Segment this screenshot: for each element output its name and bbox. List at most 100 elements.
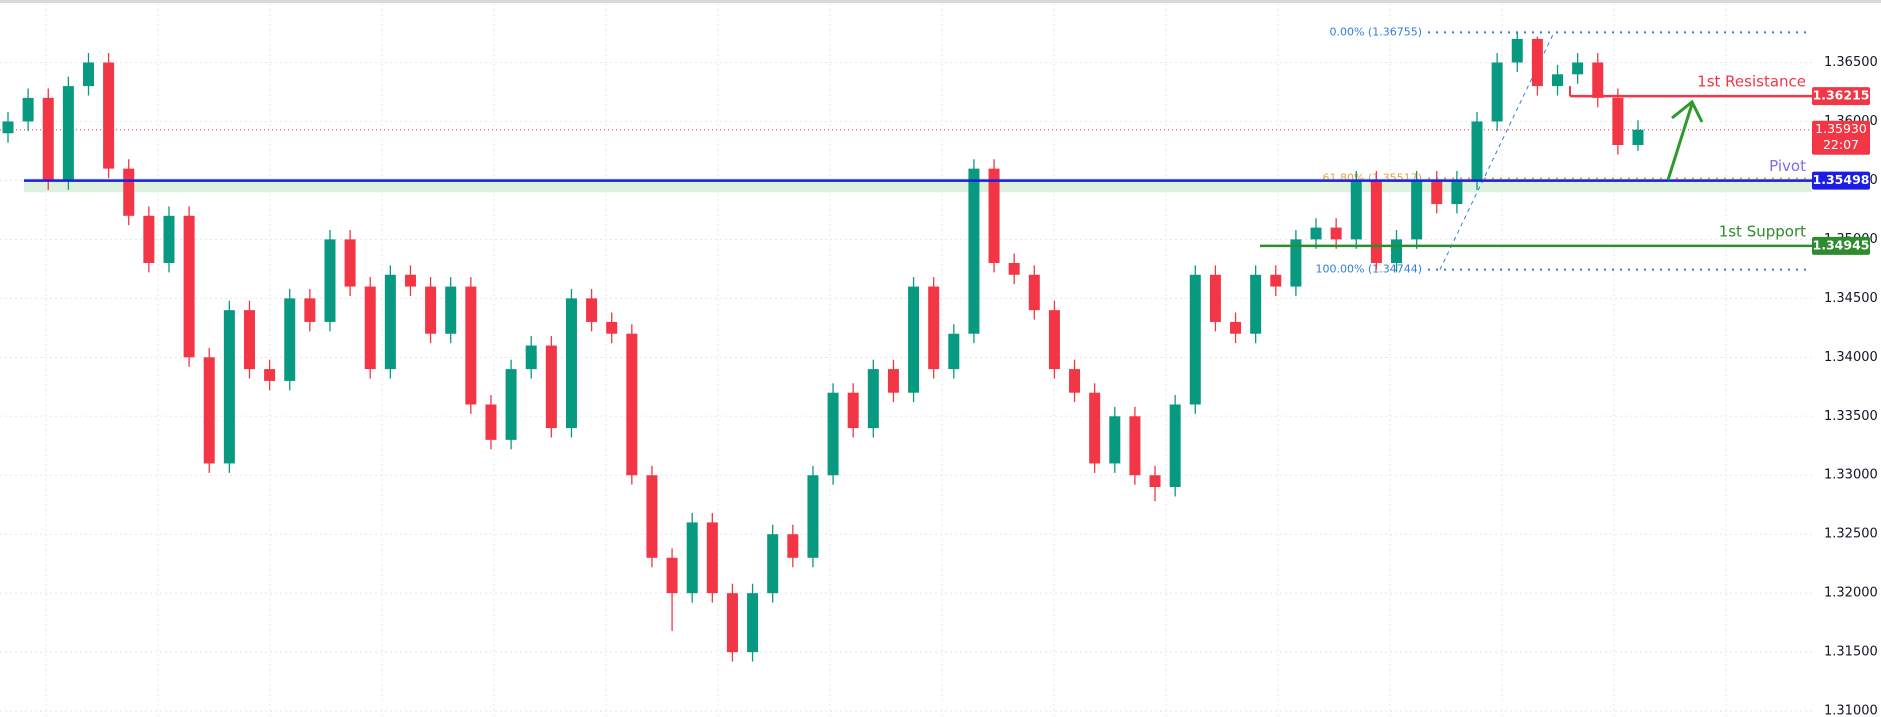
y-tick-label: 1.34500 xyxy=(1824,291,1878,306)
candle-body xyxy=(545,345,557,429)
candle-body xyxy=(1230,321,1242,334)
level-tag xyxy=(1812,171,1870,190)
candle-body xyxy=(1451,180,1463,205)
candle-body xyxy=(62,86,74,181)
y-tick-label: 1.31500 xyxy=(1824,645,1878,660)
candle-body xyxy=(42,97,54,181)
candle-body xyxy=(928,286,940,370)
candle-body xyxy=(606,321,618,334)
candle-body xyxy=(565,298,577,429)
candle-body xyxy=(1431,180,1443,205)
y-tick-label: 1.32000 xyxy=(1824,586,1878,601)
candle-body xyxy=(1109,416,1121,464)
candle-body xyxy=(505,369,517,440)
candle-body xyxy=(284,298,296,381)
candle-body xyxy=(1531,38,1543,87)
candle-body xyxy=(666,557,678,594)
candle-body xyxy=(103,62,115,169)
candle-body xyxy=(1350,180,1362,240)
y-tick-label: 1.36500 xyxy=(1824,55,1878,70)
candle-body xyxy=(525,345,537,370)
level-tag-label: 1.34945 xyxy=(1813,237,1870,252)
candle-body xyxy=(646,475,658,558)
candle-body xyxy=(264,369,276,381)
candle-body xyxy=(626,333,638,476)
candle-body xyxy=(364,286,376,370)
candle-body xyxy=(163,215,175,263)
candle-body xyxy=(767,534,779,594)
candle-body xyxy=(123,168,135,216)
candle-body xyxy=(847,392,859,429)
candle-body xyxy=(1491,62,1503,122)
candle-body xyxy=(203,357,215,464)
candle-body xyxy=(988,168,1000,263)
candle-body xyxy=(948,333,960,370)
candle-body xyxy=(2,121,14,134)
candle-body xyxy=(1069,369,1081,393)
candle-body xyxy=(827,392,839,476)
candle-body xyxy=(1008,262,1020,275)
candle-body xyxy=(1028,274,1040,311)
level-tag-label: 1.35498 xyxy=(1813,172,1870,187)
y-tick-label: 1.33500 xyxy=(1824,409,1878,424)
y-tick-label: 1.34000 xyxy=(1824,350,1878,365)
candle-body xyxy=(404,274,416,287)
candle-body xyxy=(867,369,879,429)
candle-body xyxy=(1511,38,1523,63)
top-border xyxy=(0,0,1881,3)
candle-body xyxy=(807,475,819,558)
price-countdown: 22:07 xyxy=(1823,137,1859,152)
candle-body xyxy=(1391,239,1403,263)
price-tag-label: 1.35930 xyxy=(1815,121,1867,136)
fib-label: 100.00% (1.34744) xyxy=(1315,263,1422,276)
candle-body xyxy=(887,369,899,393)
y-tick-label: 1.32500 xyxy=(1824,527,1878,542)
candle-body xyxy=(1290,239,1302,287)
candle-body xyxy=(143,215,155,263)
candle-body xyxy=(485,404,497,440)
candle-body xyxy=(1310,227,1322,240)
level-tag-label: 1.36215 xyxy=(1813,88,1870,103)
level-name: Pivot xyxy=(1769,157,1806,175)
level-name: 1st Support xyxy=(1719,222,1806,240)
level-tag xyxy=(1812,87,1870,106)
candle-body xyxy=(586,298,598,322)
candle-body xyxy=(726,593,738,653)
candle-body xyxy=(384,274,396,370)
candle-body xyxy=(908,286,920,393)
candle-body xyxy=(465,286,477,405)
candle-body xyxy=(304,298,316,322)
candle-body xyxy=(1189,274,1201,405)
candle-body xyxy=(1129,416,1141,476)
y-tick-label: 1.31000 xyxy=(1824,704,1878,717)
candle-body xyxy=(1572,62,1584,75)
candle-body xyxy=(1169,404,1181,488)
candle-body xyxy=(22,97,34,122)
candle-body xyxy=(445,286,457,334)
candle-body xyxy=(1471,121,1483,181)
y-tick-label: 1.33000 xyxy=(1824,468,1878,483)
fib-label: 0.00% (1.36755) xyxy=(1329,25,1422,38)
candle-body xyxy=(706,522,718,594)
candle-body xyxy=(1149,475,1161,488)
candle-body xyxy=(1270,274,1282,287)
candle-body xyxy=(1592,62,1604,98)
candle-body xyxy=(223,310,235,464)
arrow-shaft xyxy=(1666,103,1694,181)
level-name: 1st Resistance xyxy=(1697,73,1806,91)
candle-body xyxy=(1370,180,1382,263)
arrow-head xyxy=(1671,99,1704,123)
candle-body xyxy=(747,593,759,653)
candle-body xyxy=(1048,310,1060,370)
candle-body xyxy=(1612,97,1624,146)
candle-body xyxy=(243,310,255,370)
candle-body xyxy=(1330,227,1342,240)
candle-body xyxy=(1209,274,1221,322)
candle-body xyxy=(324,239,336,322)
candle-body xyxy=(686,522,698,594)
candle-body xyxy=(1552,74,1564,87)
candle-body xyxy=(183,215,195,358)
candle-body xyxy=(787,534,799,558)
level-tag xyxy=(1812,236,1870,255)
